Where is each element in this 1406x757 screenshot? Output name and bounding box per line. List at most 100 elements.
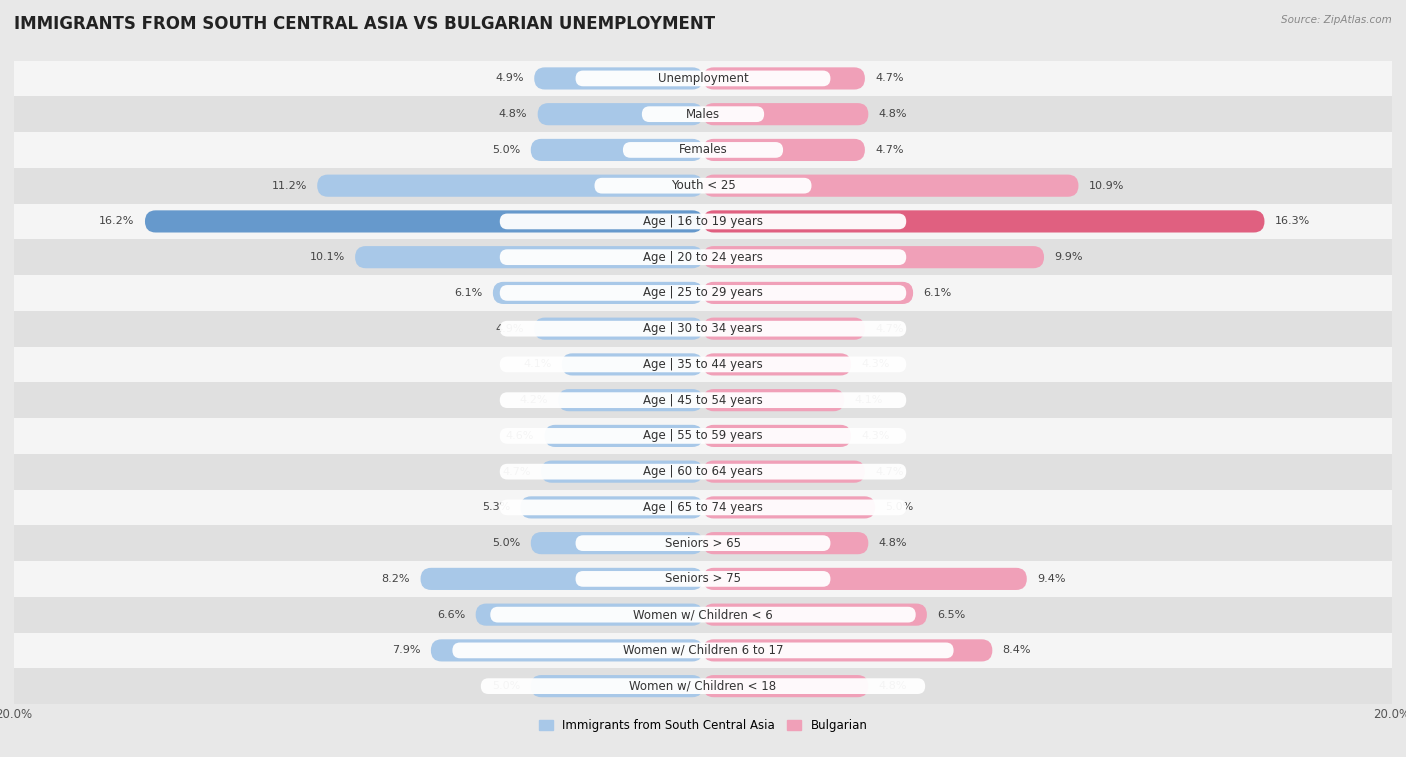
FancyBboxPatch shape xyxy=(499,357,907,372)
FancyBboxPatch shape xyxy=(14,453,1392,490)
Text: Age | 65 to 74 years: Age | 65 to 74 years xyxy=(643,501,763,514)
FancyBboxPatch shape xyxy=(14,96,1392,132)
FancyBboxPatch shape xyxy=(499,392,907,408)
Text: Women w/ Children < 18: Women w/ Children < 18 xyxy=(630,680,776,693)
Text: Males: Males xyxy=(686,107,720,120)
Text: 4.1%: 4.1% xyxy=(855,395,883,405)
Text: 4.7%: 4.7% xyxy=(875,466,904,477)
Text: Source: ZipAtlas.com: Source: ZipAtlas.com xyxy=(1281,15,1392,25)
Text: 4.6%: 4.6% xyxy=(506,431,534,441)
FancyBboxPatch shape xyxy=(531,532,703,554)
Text: 9.9%: 9.9% xyxy=(1054,252,1083,262)
FancyBboxPatch shape xyxy=(544,425,703,447)
FancyBboxPatch shape xyxy=(14,418,1392,453)
Text: 6.1%: 6.1% xyxy=(924,288,952,298)
Text: 4.7%: 4.7% xyxy=(875,324,904,334)
FancyBboxPatch shape xyxy=(356,246,703,268)
FancyBboxPatch shape xyxy=(499,213,907,229)
FancyBboxPatch shape xyxy=(14,668,1392,704)
FancyBboxPatch shape xyxy=(703,389,844,411)
Text: Age | 30 to 34 years: Age | 30 to 34 years xyxy=(643,322,763,335)
FancyBboxPatch shape xyxy=(475,603,703,626)
Text: 4.1%: 4.1% xyxy=(523,360,551,369)
Text: Age | 16 to 19 years: Age | 16 to 19 years xyxy=(643,215,763,228)
FancyBboxPatch shape xyxy=(562,354,703,375)
FancyBboxPatch shape xyxy=(575,571,831,587)
FancyBboxPatch shape xyxy=(499,500,907,516)
Text: 5.0%: 5.0% xyxy=(492,681,520,691)
Text: 4.9%: 4.9% xyxy=(495,73,524,83)
FancyBboxPatch shape xyxy=(14,347,1392,382)
FancyBboxPatch shape xyxy=(14,168,1392,204)
FancyBboxPatch shape xyxy=(703,568,1026,590)
FancyBboxPatch shape xyxy=(491,607,915,622)
Text: 11.2%: 11.2% xyxy=(271,181,307,191)
Text: Age | 25 to 29 years: Age | 25 to 29 years xyxy=(643,286,763,300)
FancyBboxPatch shape xyxy=(145,210,703,232)
Text: 8.4%: 8.4% xyxy=(1002,646,1031,656)
FancyBboxPatch shape xyxy=(14,275,1392,311)
Legend: Immigrants from South Central Asia, Bulgarian: Immigrants from South Central Asia, Bulg… xyxy=(534,715,872,737)
Text: 5.0%: 5.0% xyxy=(886,503,914,512)
Text: 16.3%: 16.3% xyxy=(1275,217,1310,226)
Text: Age | 45 to 54 years: Age | 45 to 54 years xyxy=(643,394,763,407)
FancyBboxPatch shape xyxy=(575,70,831,86)
FancyBboxPatch shape xyxy=(14,239,1392,275)
FancyBboxPatch shape xyxy=(14,490,1392,525)
Text: 6.6%: 6.6% xyxy=(437,609,465,620)
Text: Age | 60 to 64 years: Age | 60 to 64 years xyxy=(643,465,763,478)
FancyBboxPatch shape xyxy=(14,597,1392,633)
Text: 5.0%: 5.0% xyxy=(492,538,520,548)
FancyBboxPatch shape xyxy=(703,603,927,626)
FancyBboxPatch shape xyxy=(703,210,1264,232)
FancyBboxPatch shape xyxy=(703,460,865,483)
Text: 6.5%: 6.5% xyxy=(938,609,966,620)
FancyBboxPatch shape xyxy=(520,497,703,519)
FancyBboxPatch shape xyxy=(703,246,1045,268)
Text: Age | 20 to 24 years: Age | 20 to 24 years xyxy=(643,251,763,263)
FancyBboxPatch shape xyxy=(14,382,1392,418)
Text: 6.1%: 6.1% xyxy=(454,288,482,298)
FancyBboxPatch shape xyxy=(499,249,907,265)
FancyBboxPatch shape xyxy=(703,640,993,662)
FancyBboxPatch shape xyxy=(531,675,703,697)
FancyBboxPatch shape xyxy=(531,139,703,161)
Text: 4.8%: 4.8% xyxy=(879,538,907,548)
FancyBboxPatch shape xyxy=(14,561,1392,597)
Text: 10.9%: 10.9% xyxy=(1088,181,1125,191)
FancyBboxPatch shape xyxy=(14,525,1392,561)
FancyBboxPatch shape xyxy=(558,389,703,411)
Text: 4.7%: 4.7% xyxy=(502,466,531,477)
Text: Youth < 25: Youth < 25 xyxy=(671,179,735,192)
FancyBboxPatch shape xyxy=(430,640,703,662)
Text: IMMIGRANTS FROM SOUTH CENTRAL ASIA VS BULGARIAN UNEMPLOYMENT: IMMIGRANTS FROM SOUTH CENTRAL ASIA VS BU… xyxy=(14,15,716,33)
Text: 4.7%: 4.7% xyxy=(875,73,904,83)
FancyBboxPatch shape xyxy=(541,460,703,483)
Text: 8.2%: 8.2% xyxy=(381,574,411,584)
Text: Seniors > 75: Seniors > 75 xyxy=(665,572,741,585)
FancyBboxPatch shape xyxy=(453,643,953,659)
FancyBboxPatch shape xyxy=(14,311,1392,347)
Text: 4.8%: 4.8% xyxy=(499,109,527,119)
FancyBboxPatch shape xyxy=(643,106,763,122)
FancyBboxPatch shape xyxy=(575,535,831,551)
Text: 4.2%: 4.2% xyxy=(519,395,548,405)
Text: 9.4%: 9.4% xyxy=(1038,574,1066,584)
FancyBboxPatch shape xyxy=(703,354,851,375)
FancyBboxPatch shape xyxy=(14,61,1392,96)
FancyBboxPatch shape xyxy=(14,204,1392,239)
FancyBboxPatch shape xyxy=(499,464,907,479)
FancyBboxPatch shape xyxy=(318,175,703,197)
FancyBboxPatch shape xyxy=(534,67,703,89)
FancyBboxPatch shape xyxy=(481,678,925,694)
Text: 7.9%: 7.9% xyxy=(392,646,420,656)
Text: 4.3%: 4.3% xyxy=(862,431,890,441)
FancyBboxPatch shape xyxy=(703,67,865,89)
FancyBboxPatch shape xyxy=(537,103,703,125)
FancyBboxPatch shape xyxy=(703,425,851,447)
Text: Age | 35 to 44 years: Age | 35 to 44 years xyxy=(643,358,763,371)
FancyBboxPatch shape xyxy=(703,532,869,554)
FancyBboxPatch shape xyxy=(14,633,1392,668)
Text: Females: Females xyxy=(679,143,727,157)
FancyBboxPatch shape xyxy=(499,428,907,444)
